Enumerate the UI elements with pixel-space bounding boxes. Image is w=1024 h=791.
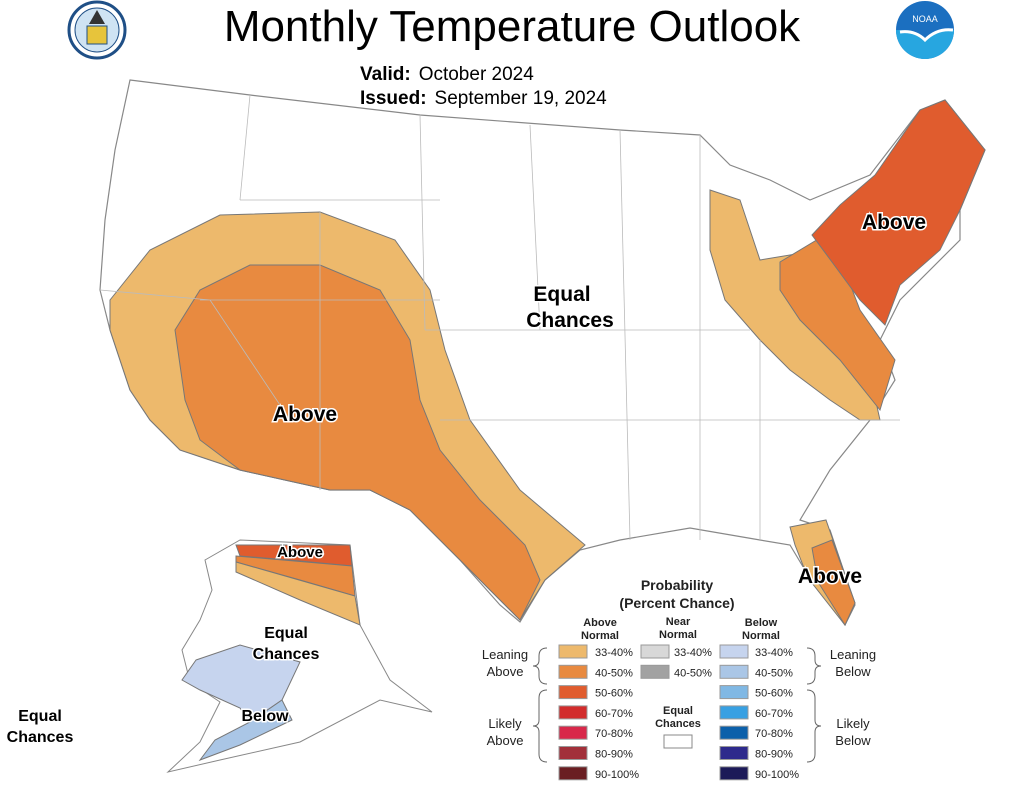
doc-seal-logo — [67, 0, 127, 60]
legend-range-below-3: 60-70% — [755, 708, 793, 720]
legend-swatch-above-2 — [558, 685, 588, 700]
legend-likely-above-2: Above — [487, 733, 524, 748]
legend-swatch-above-3 — [558, 705, 588, 720]
valid-value: October 2024 — [418, 64, 534, 85]
label-above-northeast: Above — [862, 211, 926, 234]
legend-col-near-2: Normal — [659, 629, 697, 641]
issued-value: September 19, 2024 — [434, 88, 607, 109]
alaska-outline — [166, 539, 433, 773]
conus-map: Above Above Above Equal Chances — [99, 79, 986, 627]
svg-text:NOAA: NOAA — [912, 14, 938, 24]
legend-range-below-4: 70-80% — [755, 728, 793, 740]
issued-label: Issued: — [360, 88, 427, 109]
legend-likely-below-2: Below — [835, 733, 871, 748]
label-above-florida: Above — [798, 565, 862, 588]
legend-title-1: Probability — [641, 577, 714, 593]
legend-leaning-below-1: Leaning — [830, 647, 876, 662]
label-above-west: Above — [273, 403, 337, 426]
legend-title-2: (Percent Chance) — [619, 595, 734, 611]
valid-line: Valid: October 2024 — [360, 64, 534, 86]
issued-line: Issued: September 19, 2024 — [360, 88, 607, 110]
legend-swatch-near-0 — [640, 644, 670, 659]
region-above-40-50-florida — [811, 539, 856, 627]
legend-leaning-above-2: Above — [487, 664, 524, 679]
label-below-alaska: Below — [241, 708, 289, 725]
legend-range-near-0: 33-40% — [674, 647, 712, 659]
legend-col-below-1: Below — [745, 617, 778, 629]
region-below-40-50-alaska — [198, 699, 293, 762]
legend-range-below-5: 80-90% — [755, 749, 793, 761]
legend-range-above-0: 33-40% — [595, 647, 633, 659]
legend-col-near-1: Near — [666, 616, 691, 628]
legend-range-above-1: 40-50% — [595, 667, 633, 679]
legend-range-above-4: 70-80% — [595, 728, 633, 740]
region-above-50-60-northeast — [811, 99, 986, 326]
legend-col-above-2: Normal — [581, 630, 619, 642]
legend-equal-2: Chances — [655, 718, 701, 730]
probability-legend: Probability (Percent Chance) Above Norma… — [482, 577, 876, 781]
page-title: Monthly Temperature Outlook — [223, 2, 801, 51]
region-above-33-40-alaska — [235, 561, 361, 626]
state-borders — [99, 94, 900, 541]
label-equal-hawaii-2: Chances — [7, 729, 74, 746]
legend-swatch-below-6 — [719, 766, 749, 781]
legend-swatch-below-4 — [719, 725, 749, 740]
legend-equal-1: Equal — [663, 705, 693, 717]
legend-swatch-below-1 — [719, 664, 749, 679]
legend-swatch-above-4 — [558, 725, 588, 740]
noaa-logo: NOAA — [896, 1, 954, 59]
legend-range-below-6: 90-100% — [755, 769, 799, 781]
legend-range-above-6: 90-100% — [595, 769, 639, 781]
legend-range-above-3: 60-70% — [595, 708, 633, 720]
legend-range-below-1: 40-50% — [755, 667, 793, 679]
region-above-40-50-west — [174, 264, 541, 621]
legend-swatch-below-2 — [719, 685, 749, 700]
label-equal-alaska-1: Equal — [264, 625, 308, 642]
legend-range-below-2: 50-60% — [755, 688, 793, 700]
legend-col-above-1: Above — [583, 617, 617, 629]
legend-col-below-2: Normal — [742, 630, 780, 642]
legend-swatch-above-1 — [558, 664, 588, 679]
legend-swatch-above-5 — [558, 746, 588, 760]
legend-swatch-above-6 — [558, 766, 588, 781]
alaska-map: Above Equal Chances Below — [166, 539, 433, 773]
legend-likely-above-1: Likely — [488, 716, 522, 731]
legend-leaning-below-2: Below — [835, 664, 871, 679]
label-equal-chances-1: Equal — [533, 283, 590, 306]
legend-swatch-above-0 — [558, 644, 588, 659]
legend-leaning-above-1: Leaning — [482, 647, 528, 662]
label-equal-alaska-2: Chances — [253, 646, 320, 663]
legend-braces — [532, 647, 822, 763]
legend-swatch-below-5 — [719, 746, 749, 760]
label-equal-hawaii-1: Equal — [18, 708, 62, 725]
label-above-alaska: Above — [277, 544, 323, 561]
legend-range-above-5: 80-90% — [595, 749, 633, 761]
legend-swatch-below-3 — [719, 705, 749, 720]
legend-range-below-0: 33-40% — [755, 647, 793, 659]
legend-range-near-1: 40-50% — [674, 667, 712, 679]
legend-swatch-below-0 — [719, 644, 749, 659]
legend-range-above-2: 50-60% — [595, 688, 633, 700]
label-equal-chances-2: Chances — [526, 309, 614, 332]
legend-likely-below-1: Likely — [836, 716, 870, 731]
valid-label: Valid: — [360, 64, 411, 85]
legend-swatch-near-1 — [640, 664, 670, 679]
legend-equal-swatch — [663, 734, 693, 749]
